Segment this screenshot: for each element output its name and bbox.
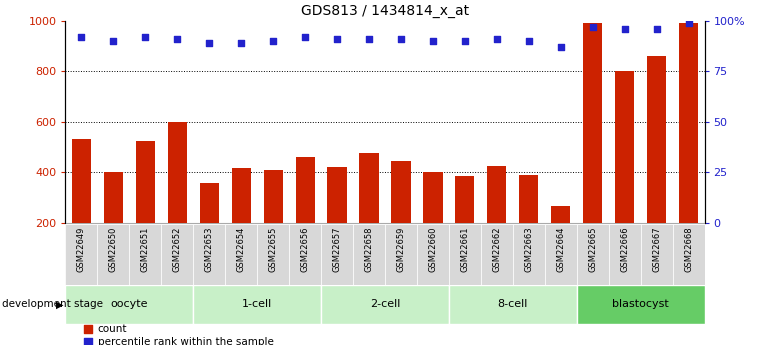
Text: GSM22656: GSM22656 [300, 227, 310, 272]
Bar [679, 23, 698, 273]
Text: blastocyst: blastocyst [612, 299, 669, 309]
Text: 1-cell: 1-cell [242, 299, 273, 309]
Bar [609, 224, 641, 285]
Bar [641, 224, 673, 285]
Point [651, 26, 663, 31]
Text: GSM22658: GSM22658 [364, 227, 373, 272]
Text: GSM22666: GSM22666 [620, 227, 629, 272]
Text: GSM22655: GSM22655 [269, 227, 278, 272]
Text: 2-cell: 2-cell [370, 299, 400, 309]
Point [554, 44, 567, 50]
Bar [487, 166, 507, 273]
Text: GSM22665: GSM22665 [588, 227, 598, 272]
Bar [65, 224, 97, 285]
Point [139, 34, 152, 40]
Bar [480, 224, 513, 285]
Text: GSM22653: GSM22653 [205, 227, 214, 272]
Bar [65, 285, 193, 324]
Point [682, 20, 695, 26]
Bar [449, 285, 577, 324]
Point [203, 40, 216, 46]
Text: GSM22664: GSM22664 [556, 227, 565, 272]
Point [618, 26, 631, 31]
Bar [72, 139, 91, 273]
Bar [455, 176, 474, 273]
Bar [583, 23, 602, 273]
Text: GSM22659: GSM22659 [397, 227, 406, 272]
Point [171, 36, 183, 42]
Point [331, 36, 343, 42]
Point [587, 24, 599, 30]
Text: GSM22649: GSM22649 [77, 227, 86, 272]
Bar [449, 224, 480, 285]
Text: GSM22662: GSM22662 [492, 227, 501, 272]
Point [235, 40, 247, 46]
Point [82, 339, 94, 345]
Bar [513, 224, 545, 285]
Bar [545, 224, 577, 285]
Text: percentile rank within the sample: percentile rank within the sample [98, 337, 273, 345]
Bar [162, 224, 193, 285]
Bar [321, 224, 353, 285]
Bar [257, 224, 290, 285]
Bar [193, 224, 226, 285]
Point [107, 38, 119, 44]
Bar [424, 172, 443, 273]
Text: GSM22651: GSM22651 [141, 227, 150, 272]
Bar [391, 161, 410, 273]
Text: GSM22650: GSM22650 [109, 227, 118, 272]
Bar [290, 224, 321, 285]
Bar [417, 224, 449, 285]
Bar [551, 206, 571, 273]
Text: GSM22654: GSM22654 [236, 227, 246, 272]
Bar [232, 168, 251, 273]
Text: count: count [98, 325, 127, 334]
Text: 8-cell: 8-cell [497, 299, 528, 309]
Bar [263, 169, 283, 273]
Bar [615, 71, 634, 273]
Bar [199, 184, 219, 273]
Text: GSM22667: GSM22667 [652, 227, 661, 272]
Bar [129, 224, 162, 285]
Bar [226, 224, 257, 285]
Point [299, 34, 311, 40]
Text: GSM22657: GSM22657 [333, 227, 342, 272]
Text: GSM22660: GSM22660 [428, 227, 437, 272]
Bar [353, 224, 385, 285]
Text: development stage: development stage [2, 299, 102, 309]
Bar [321, 285, 449, 324]
Bar [98, 224, 129, 285]
Point [523, 38, 535, 44]
Bar [385, 224, 417, 285]
Point [363, 36, 375, 42]
Point [459, 38, 471, 44]
Point [82, 327, 94, 332]
Bar [647, 56, 666, 273]
Bar [136, 140, 155, 273]
Point [267, 38, 280, 44]
Bar [673, 224, 705, 285]
Bar [296, 157, 315, 273]
Text: GSM22652: GSM22652 [172, 227, 182, 272]
Text: ▶: ▶ [55, 299, 63, 309]
Point [395, 36, 407, 42]
Bar [104, 172, 123, 273]
Bar [360, 153, 379, 273]
Bar [327, 167, 346, 273]
Bar [168, 122, 187, 273]
Bar [577, 285, 705, 324]
Bar [577, 224, 609, 285]
Point [427, 38, 439, 44]
Text: GSM22661: GSM22661 [460, 227, 470, 272]
Point [75, 34, 88, 40]
Text: GSM22668: GSM22668 [684, 227, 693, 272]
Bar [519, 175, 538, 273]
Text: GSM22663: GSM22663 [524, 227, 534, 272]
Title: GDS813 / 1434814_x_at: GDS813 / 1434814_x_at [301, 4, 469, 18]
Text: oocyte: oocyte [111, 299, 148, 309]
Point [490, 36, 503, 42]
Bar [193, 285, 321, 324]
